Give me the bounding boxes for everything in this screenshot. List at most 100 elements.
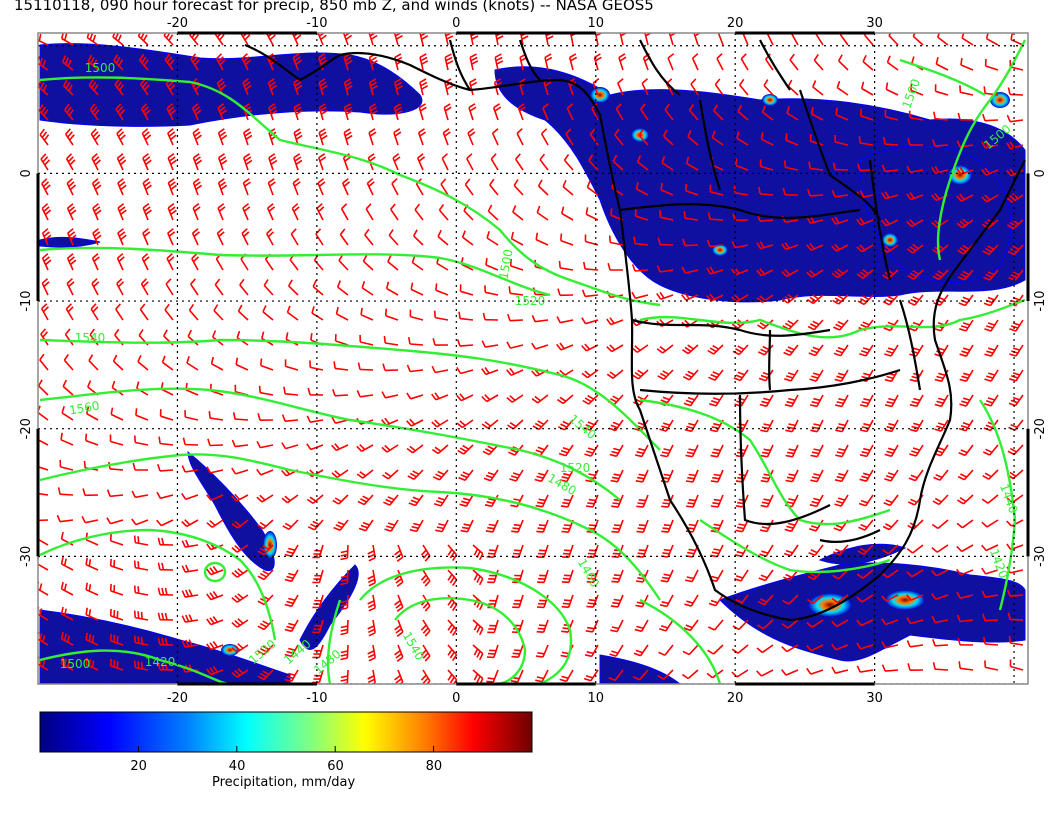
wind-barb — [834, 135, 849, 146]
wind-barb — [981, 544, 999, 552]
colorbar-tick-label: 80 — [425, 759, 443, 774]
wind-barb — [956, 591, 974, 599]
wind-barb — [293, 128, 303, 146]
contour-line — [39, 246, 551, 297]
wind-barb — [882, 519, 899, 531]
wind-barb — [714, 78, 724, 96]
wind-barb — [636, 155, 649, 171]
wind-barb — [486, 544, 499, 559]
wind-barb — [957, 494, 974, 505]
wind-barb — [658, 644, 674, 656]
wind-barb — [693, 33, 701, 46]
lat-label-left: 0 — [19, 169, 34, 177]
wind-barb — [312, 594, 324, 609]
wind-barb — [531, 314, 549, 323]
contour-line — [936, 39, 1027, 261]
wind-barb — [266, 33, 276, 46]
wind-barb — [385, 281, 399, 296]
wind-barb — [512, 205, 524, 221]
wind-barb — [472, 669, 484, 684]
wind-barb — [716, 53, 724, 71]
wind-barb — [109, 633, 124, 646]
wind-barb — [390, 203, 399, 221]
wind-barb — [367, 594, 376, 612]
wind-barb — [631, 264, 649, 272]
wind-barb — [81, 516, 99, 524]
wind-barb — [683, 394, 699, 407]
wind-barb — [431, 392, 449, 401]
wind-barb — [206, 494, 224, 501]
wind-barb — [710, 444, 724, 458]
wind-barb — [231, 668, 249, 678]
wind-barb — [181, 519, 199, 528]
wind-barb — [641, 78, 649, 96]
wind-barb — [57, 487, 74, 496]
wind-barb — [931, 615, 949, 624]
wind-barb — [907, 663, 924, 671]
country-border — [639, 39, 681, 96]
wind-barb — [761, 105, 774, 121]
wind-barb — [560, 494, 574, 508]
wind-barb — [343, 78, 353, 96]
wind-barb — [535, 669, 549, 683]
lon-label-bottom: -10 — [306, 691, 327, 706]
wind-barb — [85, 657, 99, 671]
contour-label: 1560 — [68, 399, 101, 418]
wind-barb — [984, 369, 999, 382]
wind-barb — [283, 386, 299, 396]
wind-barb — [489, 178, 499, 196]
wind-barb — [707, 644, 724, 655]
wind-barb — [831, 190, 849, 198]
wind-barb — [38, 492, 49, 496]
wind-barb — [931, 544, 949, 553]
wind-barb — [633, 236, 649, 246]
wind-barb — [65, 128, 75, 146]
wind-barb — [1009, 369, 1024, 382]
wind-barb — [113, 54, 124, 71]
wind-barb — [784, 160, 799, 171]
wind-barb — [315, 228, 324, 246]
lat-label-right: -30 — [1033, 546, 1048, 567]
wind-barb — [267, 178, 276, 196]
wind-barb — [381, 391, 399, 399]
wind-barb — [760, 494, 774, 508]
wind-barb — [832, 294, 849, 305]
wind-barb — [707, 212, 724, 221]
wind-barb — [511, 644, 524, 658]
wind-barb — [981, 219, 999, 229]
lon-label-top: -20 — [167, 16, 188, 31]
wind-barb — [383, 335, 399, 346]
wind-barb — [1008, 635, 1024, 646]
wind-barb — [367, 544, 376, 562]
wind-barb — [231, 439, 249, 448]
wind-barb — [934, 344, 949, 357]
wind-barb — [181, 539, 199, 548]
wind-barb — [460, 519, 474, 533]
precip-maximum — [762, 94, 778, 106]
wind-barb — [184, 410, 199, 421]
lon-label-top: 0 — [452, 16, 460, 31]
wind-barb — [167, 178, 177, 196]
lat-label-right: -10 — [1033, 290, 1048, 311]
wind-barb — [458, 311, 474, 321]
wind-barb — [331, 443, 349, 452]
wind-barb — [40, 303, 49, 321]
wind-barb — [931, 165, 949, 175]
wind-barb — [167, 128, 177, 146]
wind-barb — [157, 587, 174, 596]
wind-barb — [268, 153, 278, 171]
wind-barb — [394, 669, 404, 684]
wind-barb — [831, 216, 849, 225]
wind-barb — [834, 369, 849, 382]
wind-barb — [684, 419, 699, 433]
wind-barb — [667, 53, 675, 71]
contour-line — [39, 76, 661, 307]
wind-barb — [808, 161, 824, 171]
wind-barb — [958, 419, 974, 432]
lon-label-bottom: -20 — [167, 691, 188, 706]
wind-barb — [660, 544, 674, 558]
wind-barb — [468, 103, 477, 121]
wind-barb — [933, 469, 949, 481]
wind-barb — [556, 316, 574, 324]
wind-barb — [636, 519, 649, 533]
